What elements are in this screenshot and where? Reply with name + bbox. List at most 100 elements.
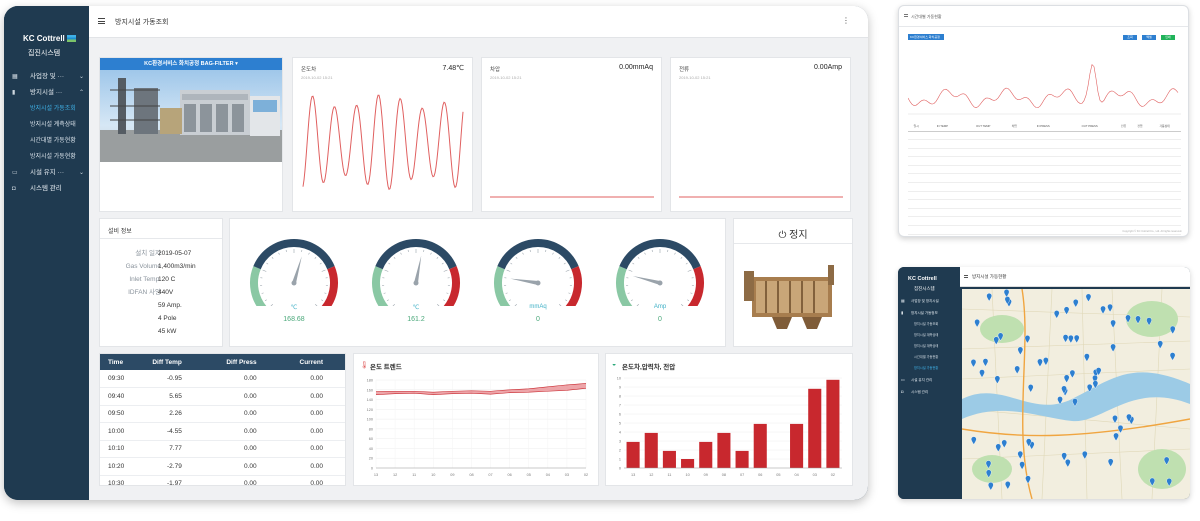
map-pin-icon[interactable]	[1004, 296, 1011, 305]
table-row[interactable]	[908, 182, 1181, 192]
sidebar-sub-item[interactable]: 방지시설 계측상태	[914, 344, 939, 348]
table-row[interactable]: 10:00 -4.55 0.00 0.00	[100, 422, 345, 441]
map-pin-icon[interactable]	[982, 358, 989, 367]
map-pin-icon[interactable]	[1072, 398, 1078, 407]
sidebar-sub-hourly-status[interactable]: 시간대별 가동현황	[30, 138, 76, 144]
map-pin-icon[interactable]	[1084, 353, 1090, 362]
map-pin-icon[interactable]	[985, 460, 992, 469]
map-pin-icon[interactable]	[994, 375, 1001, 384]
more-options-icon[interactable]: ⋮	[842, 16, 850, 25]
map-pin-icon[interactable]	[1017, 346, 1024, 356]
table-row[interactable]	[908, 225, 1181, 235]
table-row[interactable]	[908, 191, 1181, 201]
table-row[interactable]	[908, 208, 1181, 218]
map-pin-icon[interactable]	[1169, 352, 1176, 361]
brand-logo[interactable]: KC Cottrell	[908, 276, 937, 282]
map-pin-icon[interactable]	[1003, 289, 1010, 298]
sidebar-item-facilities[interactable]: ▮ 방지시설 ··· ⌃	[4, 85, 89, 101]
map-pin-icon[interactable]	[1024, 335, 1031, 344]
map-pin-icon[interactable]	[1085, 293, 1092, 303]
sidebar-item-sites[interactable]: ▦ 사업장 및 ··· ⌄	[4, 69, 89, 85]
map-pin-icon[interactable]	[1062, 334, 1069, 343]
map-pin-icon[interactable]	[1163, 456, 1170, 466]
column-header[interactable]: Diff Temp	[130, 354, 204, 370]
map-pin-icon[interactable]	[1027, 384, 1034, 393]
map-pin-icon[interactable]	[1149, 477, 1156, 487]
map-pin-icon[interactable]	[1126, 413, 1132, 423]
print-button[interactable]: 인쇄	[1161, 35, 1175, 40]
table-row[interactable]: 09:50 2.26 0.00 0.00	[100, 405, 345, 423]
column-header[interactable]: Time	[100, 354, 131, 370]
brand-logo[interactable]: KC Cottrell	[23, 34, 76, 43]
column-header[interactable]: Current	[278, 354, 345, 370]
sidebar-sub-operation-view[interactable]: 방지시설 가동조회	[30, 106, 76, 112]
map-pin-icon[interactable]	[1053, 310, 1060, 319]
column-header[interactable]: IN PRESS	[1022, 122, 1065, 132]
facility-map[interactable]	[962, 289, 1190, 499]
excel-button[interactable]: 엑셀	[1142, 35, 1156, 40]
map-pin-icon[interactable]	[1095, 367, 1102, 376]
table-row[interactable]: 10:20 -2.79 0.00 0.00	[100, 457, 345, 476]
map-pin-icon[interactable]	[1100, 305, 1106, 315]
map-pin-icon[interactable]	[1092, 380, 1099, 389]
hamburger-menu-icon[interactable]	[98, 18, 105, 24]
table-row[interactable]	[908, 148, 1181, 158]
table-row[interactable]	[908, 139, 1181, 149]
map-pin-icon[interactable]	[1107, 303, 1113, 313]
column-header[interactable]: Diff Press	[203, 354, 279, 370]
map-pin-icon[interactable]	[1113, 432, 1119, 442]
map-pin-icon[interactable]	[1110, 319, 1116, 329]
map-pin-icon[interactable]	[1017, 450, 1024, 460]
map-pin-icon[interactable]	[1068, 334, 1074, 344]
map-pin-icon[interactable]	[1043, 357, 1049, 366]
map-pin-icon[interactable]	[1004, 481, 1011, 490]
map-pin-icon[interactable]	[1014, 365, 1020, 375]
column-header[interactable]: 가동상태	[1148, 122, 1181, 132]
table-row[interactable]	[908, 199, 1181, 209]
map-pin-icon[interactable]	[993, 336, 1000, 345]
map-pin-icon[interactable]	[1025, 438, 1032, 447]
facility-select[interactable]: KC환경서비스 화치공정	[908, 34, 944, 40]
map-pin-icon[interactable]	[1125, 314, 1131, 324]
map-pin-icon[interactable]	[1117, 425, 1124, 434]
sidebar-sub-item-active[interactable]: 방지시설 가동현황	[914, 366, 939, 370]
table-row[interactable]: 10:10 7.77 0.00 0.00	[100, 440, 345, 458]
map-pin-icon[interactable]	[1063, 374, 1070, 384]
map-pin-icon[interactable]	[1061, 385, 1067, 395]
map-pin-icon[interactable]	[1157, 340, 1164, 349]
map-pin-icon[interactable]	[1001, 439, 1008, 449]
map-pin-icon[interactable]	[1019, 461, 1025, 470]
map-pin-icon[interactable]	[986, 293, 992, 302]
table-row[interactable]: 09:30 -0.95 0.00 0.00	[100, 370, 345, 388]
map-pin-icon[interactable]	[1110, 343, 1116, 353]
search-button[interactable]: 조회	[1123, 35, 1137, 40]
map-pin-icon[interactable]	[1092, 374, 1098, 384]
map-pin-icon[interactable]	[1166, 478, 1173, 487]
map-pin-icon[interactable]	[1037, 358, 1043, 368]
table-row[interactable]: 10:30 -1.97 0.00 0.00	[100, 475, 345, 485]
map-pin-icon[interactable]	[1073, 334, 1080, 344]
map-pin-icon[interactable]	[1135, 315, 1141, 325]
sidebar-item-maintenance[interactable]: ▭ 시설 유지 ··· ⌄	[4, 165, 89, 181]
column-header[interactable]: 일시	[908, 122, 925, 132]
map-pin-icon[interactable]	[1086, 383, 1093, 393]
map-pin-icon[interactable]	[987, 482, 994, 491]
table-row[interactable]	[908, 216, 1181, 227]
table-row[interactable]	[908, 173, 1181, 184]
map-pin-icon[interactable]	[997, 332, 1004, 342]
facility-select[interactable]: KC환경서비스 화치공정 BAG-FILTER ▾	[100, 58, 282, 70]
map-pin-icon[interactable]	[1112, 415, 1118, 424]
sidebar-sub-operation-status[interactable]: 방지시설 가동현황	[30, 154, 76, 160]
map-pin-icon[interactable]	[1065, 459, 1071, 468]
map-pin-icon[interactable]	[1025, 475, 1031, 484]
map-pin-icon[interactable]	[1072, 299, 1079, 308]
sidebar-sub-item[interactable]: 방지시설 가동조회	[914, 322, 939, 326]
table-row[interactable]	[908, 165, 1181, 175]
map-pin-icon[interactable]	[985, 469, 992, 478]
map-pin-icon[interactable]	[1146, 317, 1152, 326]
map-pin-icon[interactable]	[1061, 452, 1067, 461]
map-pin-icon[interactable]	[970, 359, 977, 368]
table-row[interactable]	[908, 156, 1181, 166]
sidebar-sub-item[interactable]: 방지시설 계측상태	[914, 333, 939, 337]
sidebar-item-facilities[interactable]: ▮ 방지시설 가동정보	[898, 307, 960, 319]
